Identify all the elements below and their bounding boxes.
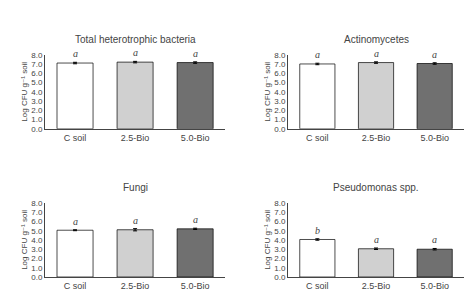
svg-text:2.5-Bio: 2.5-Bio: [362, 133, 391, 143]
svg-text:5.0: 5.0: [31, 78, 43, 87]
svg-text:Log CFU g⁻¹ soil: Log CFU g⁻¹ soil: [263, 62, 272, 122]
svg-text:4.0: 4.0: [274, 88, 286, 97]
svg-text:a: a: [133, 215, 138, 226]
svg-text:4.0: 4.0: [31, 88, 43, 97]
svg-text:Actinomycetes: Actinomycetes: [344, 34, 409, 45]
svg-text:Pseudomonas spp.: Pseudomonas spp.: [333, 182, 419, 193]
svg-text:a: a: [315, 49, 320, 60]
svg-text:6.0: 6.0: [31, 217, 43, 226]
svg-text:a: a: [432, 49, 437, 60]
svg-text:a: a: [133, 47, 138, 58]
svg-text:a: a: [193, 48, 198, 59]
svg-text:0.0: 0.0: [274, 273, 286, 282]
svg-text:2.0: 2.0: [274, 106, 286, 115]
svg-text:6.0: 6.0: [274, 69, 286, 78]
svg-text:1.0: 1.0: [31, 115, 43, 124]
svg-text:C soil: C soil: [64, 133, 87, 143]
svg-text:Total heterotrophic bacteria: Total heterotrophic bacteria: [75, 34, 196, 45]
svg-text:0.0: 0.0: [274, 125, 286, 134]
svg-text:5.0-Bio: 5.0-Bio: [181, 281, 210, 291]
svg-text:2.0: 2.0: [31, 106, 43, 115]
svg-text:7.0: 7.0: [31, 208, 43, 217]
svg-text:Fungi: Fungi: [123, 182, 148, 193]
svg-text:2.5-Bio: 2.5-Bio: [121, 133, 150, 143]
svg-text:Log CFU g⁻¹ soil: Log CFU g⁻¹ soil: [20, 210, 29, 270]
svg-text:5.0: 5.0: [274, 78, 286, 87]
svg-text:5.0: 5.0: [31, 226, 43, 235]
svg-text:5.0-Bio: 5.0-Bio: [420, 133, 449, 143]
svg-text:8.0: 8.0: [31, 51, 43, 60]
svg-text:Log CFU g⁻¹ soil: Log CFU g⁻¹ soil: [263, 210, 272, 270]
svg-text:b: b: [315, 225, 320, 236]
svg-text:5.0-Bio: 5.0-Bio: [420, 281, 449, 291]
svg-text:1.0: 1.0: [274, 115, 286, 124]
svg-text:a: a: [374, 234, 379, 245]
svg-text:a: a: [432, 234, 437, 245]
svg-text:8.0: 8.0: [31, 199, 43, 208]
svg-text:1.0: 1.0: [31, 264, 43, 273]
svg-text:8.0: 8.0: [274, 51, 286, 60]
svg-text:5.0: 5.0: [274, 226, 286, 235]
svg-text:3.0: 3.0: [274, 245, 286, 254]
svg-text:4.0: 4.0: [31, 236, 43, 245]
svg-text:0.0: 0.0: [31, 273, 43, 282]
svg-text:7.0: 7.0: [274, 60, 286, 69]
svg-text:7.0: 7.0: [274, 208, 286, 217]
svg-text:8.0: 8.0: [274, 199, 286, 208]
svg-text:C soil: C soil: [306, 133, 329, 143]
svg-text:a: a: [193, 214, 198, 225]
svg-text:a: a: [374, 48, 379, 59]
svg-text:C soil: C soil: [64, 281, 87, 291]
svg-text:3.0: 3.0: [31, 97, 43, 106]
svg-text:2.5-Bio: 2.5-Bio: [362, 281, 391, 291]
svg-text:7.0: 7.0: [31, 60, 43, 69]
svg-text:a: a: [73, 48, 78, 59]
svg-text:3.0: 3.0: [274, 97, 286, 106]
svg-text:4.0: 4.0: [274, 236, 286, 245]
svg-text:1.0: 1.0: [274, 264, 286, 273]
svg-text:Log CFU g⁻¹ soil: Log CFU g⁻¹ soil: [20, 62, 29, 122]
svg-text:C soil: C soil: [306, 281, 329, 291]
svg-text:a: a: [73, 216, 78, 227]
svg-text:6.0: 6.0: [274, 217, 286, 226]
svg-text:6.0: 6.0: [31, 69, 43, 78]
svg-text:5.0-Bio: 5.0-Bio: [181, 133, 210, 143]
svg-text:0.0: 0.0: [31, 125, 43, 134]
svg-text:2.0: 2.0: [31, 254, 43, 263]
svg-text:2.5-Bio: 2.5-Bio: [121, 281, 150, 291]
svg-text:3.0: 3.0: [31, 245, 43, 254]
svg-text:2.0: 2.0: [274, 254, 286, 263]
